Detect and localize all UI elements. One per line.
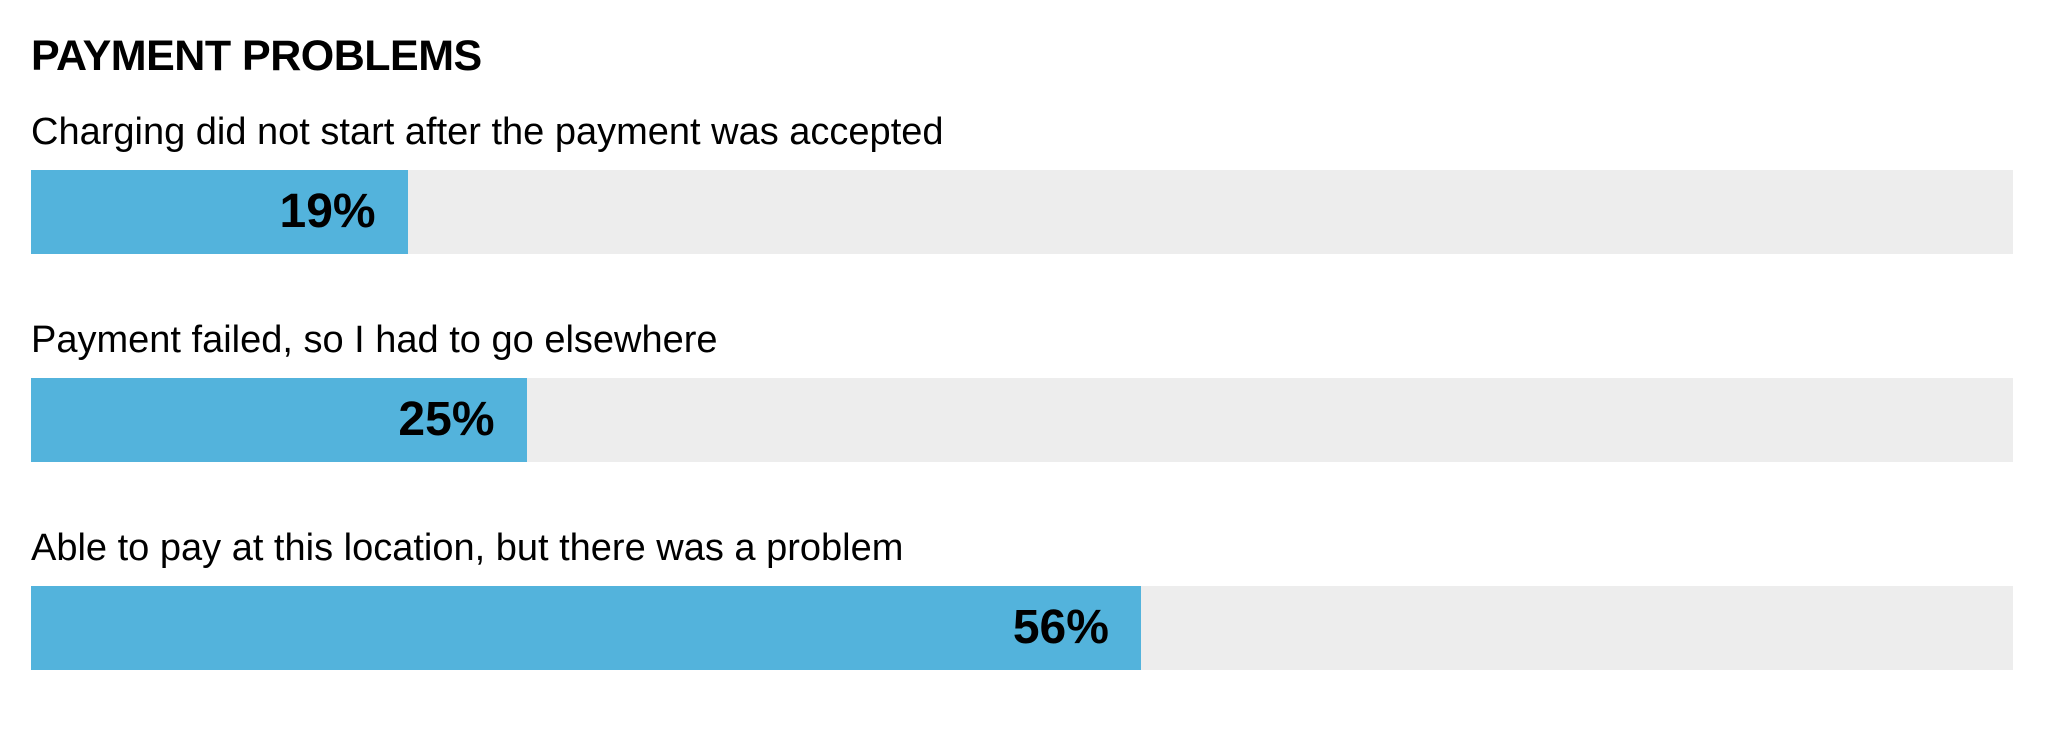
data-label: 56% (1012, 601, 1109, 654)
bar: 25% (31, 378, 527, 462)
bar: 56% (31, 586, 1141, 670)
chart-title: PAYMENT PROBLEMS (31, 32, 482, 80)
category-label: Able to pay at this location, but there … (31, 527, 904, 569)
bar-track: 25% (31, 378, 2013, 462)
bar: 19% (31, 170, 408, 254)
data-label: 19% (279, 185, 376, 238)
bar-row: Payment failed, so I had to go elsewhere… (31, 316, 2013, 486)
data-label: 25% (398, 393, 495, 446)
category-label: Charging did not start after the payment… (31, 111, 944, 153)
category-label: Payment failed, so I had to go elsewhere (31, 319, 718, 361)
bar-track: 19% (31, 170, 2013, 254)
bar-row: Able to pay at this location, but there … (31, 524, 2013, 694)
bar-track: 56% (31, 586, 2013, 670)
bar-chart: PAYMENT PROBLEMS Charging did not start … (31, 0, 2013, 731)
bar-row: Charging did not start after the payment… (31, 108, 2013, 278)
